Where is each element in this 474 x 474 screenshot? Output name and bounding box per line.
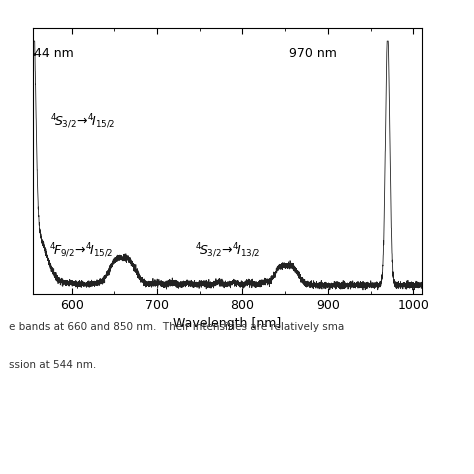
Text: $^4\!S_{3/2}$$\!\rightarrow\!$$^4\!I_{15/2}$: $^4\!S_{3/2}$$\!\rightarrow\!$$^4\!I_{15… [50,113,116,131]
X-axis label: Wavelength [nm]: Wavelength [nm] [173,317,282,330]
Text: ssion at 544 nm.: ssion at 544 nm. [9,360,97,370]
Text: e bands at 660 and 850 nm.  Their intensities are relatively sma: e bands at 660 and 850 nm. Their intensi… [9,322,345,332]
Text: $^4\!S_{3/2}$$\!\rightarrow\!$$^4\!I_{13/2}$: $^4\!S_{3/2}$$\!\rightarrow\!$$^4\!I_{13… [195,242,261,260]
Text: 970 nm: 970 nm [290,47,337,60]
Text: 44 nm: 44 nm [34,47,74,60]
Text: $^4\!F_{9/2}$$\!\rightarrow\!$$^4\!I_{15/2}$: $^4\!F_{9/2}$$\!\rightarrow\!$$^4\!I_{15… [48,242,113,260]
